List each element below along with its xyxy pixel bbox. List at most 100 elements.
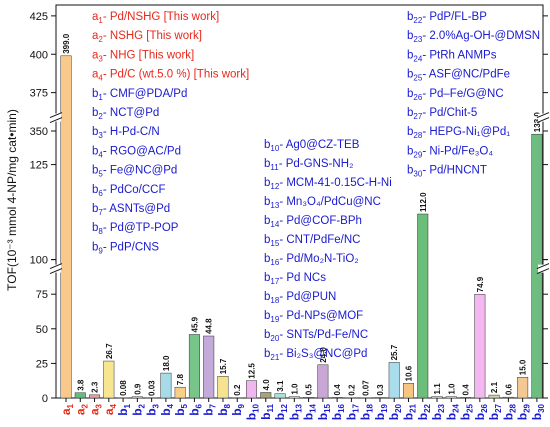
legend-entry: b23- 2.0%Ag-OH-@DMSN: [407, 30, 540, 44]
value-label: 2.1: [490, 381, 499, 393]
value-label: 1.0: [447, 383, 456, 395]
legend-entry: b10- Ag0@CZ-TEB: [264, 139, 360, 153]
value-label: 0.6: [504, 383, 513, 395]
value-label: 0.07: [362, 380, 371, 396]
y-tick-label: 100: [30, 255, 48, 267]
bar-b11: [260, 392, 272, 399]
legend: a1- Pd/NSHG [This work] a2- NSHG [This wo…: [92, 11, 540, 362]
bar-b5: [174, 386, 186, 399]
value-label: 0.08: [119, 380, 128, 396]
y-tick-label: 375: [30, 88, 48, 100]
x-axis: a1a2a3a4b1b2b3b4b5b6b7b8b9b10b11b12b13b1…: [59, 398, 546, 420]
legend-entry: b30- Pd/HNCNT: [407, 165, 487, 179]
axis-breaks: [49, 112, 550, 275]
legend-entry: b28- HEPG-Ni₁@Pd₁: [407, 126, 510, 140]
bar-b10: [246, 380, 258, 399]
legend-entry: b7- ASNTs@Pd: [92, 203, 170, 217]
value-label: 24.0: [319, 347, 328, 363]
y-tick-label: 125: [30, 160, 48, 172]
bar-b24: [445, 396, 457, 399]
value-label: 0.5: [305, 384, 314, 396]
value-label: 15.7: [219, 358, 228, 374]
legend-entry: b15- CNT/PdFe/NC: [264, 234, 360, 248]
y-tick-label: 425: [30, 11, 48, 23]
axis-break-gap: [51, 113, 61, 122]
bar-b2: [131, 396, 143, 399]
bar-b6: [188, 334, 200, 399]
value-label: 1.0: [290, 383, 299, 395]
legend-entry: a1- Pd/NSHG [This work]: [92, 11, 219, 25]
legend-entry: b24- PtRh ANMPs: [407, 49, 497, 63]
legend-entry: b19- Pd-NPs@MOF: [264, 310, 363, 324]
axis-break-mark: [49, 117, 63, 124]
bar-b26: [474, 294, 486, 399]
bar-b14: [303, 397, 315, 399]
legend-entry: b9- PdP/CNS: [92, 241, 159, 255]
value-label: 18.0: [162, 355, 171, 371]
y-tick-label: 0: [42, 393, 48, 405]
axis-break-mark: [49, 268, 63, 275]
value-label: 26.7: [105, 343, 114, 359]
bar-a2: [74, 392, 86, 399]
value-label: 0.4: [462, 384, 471, 396]
x-tick-label: b30: [530, 403, 546, 420]
value-label: 3.1: [276, 380, 285, 392]
axis-break-mark: [49, 112, 63, 119]
axis-break-mark: [49, 263, 63, 270]
legend-entry: b12- MCM-41-0.15C-H-Ni: [264, 177, 392, 191]
value-label: 2.3: [91, 381, 100, 393]
legend-entry: b5- Fe@NC@Pd: [92, 165, 177, 179]
legend-entry: b11- Pd-GNS-NH₂: [264, 158, 353, 172]
value-label: 25.7: [390, 344, 399, 360]
value-label: 0.4: [333, 384, 342, 396]
axis-break-gap: [538, 264, 548, 273]
bar-b28: [502, 396, 514, 399]
bar-b29: [517, 376, 529, 399]
bar-b15: [317, 364, 329, 399]
legend-entry: b4- RGO@AC/Pd: [92, 145, 181, 159]
x-tick-label: a1: [59, 403, 75, 415]
bar-b21: [402, 383, 414, 399]
bar-b12: [274, 393, 286, 399]
value-label: 15.0: [519, 359, 528, 375]
value-label: 7.8: [176, 374, 185, 386]
value-label: 1.1: [433, 383, 442, 395]
plot-area: [55, 4, 544, 399]
bar-a3: [89, 394, 101, 399]
legend-entry: b1- CMF@PDA/Pd: [92, 88, 187, 102]
y-tick-label: 350: [30, 126, 48, 138]
value-label: 399.0: [62, 33, 71, 54]
axis-break-mark: [536, 268, 550, 275]
bar-b25: [460, 397, 472, 399]
value-label: 10.6: [404, 365, 413, 381]
legend-entry: b25- ASF@NC/PdFe: [407, 69, 510, 83]
value-label: 12.5: [248, 363, 257, 379]
value-label: 74.9: [476, 276, 485, 292]
legend-entry: b21- Bi₂S₃@NC@Pd: [264, 348, 367, 362]
legend-entry: b6- PdCo/CCF: [92, 184, 165, 198]
value-label: 0.3: [376, 384, 385, 396]
legend-entry: b27- Pd/Chit-5: [407, 107, 477, 121]
y-axis: 0 25 50 75 100 125 350 375 400 425: [30, 11, 548, 405]
axis-break-gap: [51, 264, 61, 273]
y-tick-label: 400: [30, 49, 48, 61]
legend-entry: b26- Pd–Fe/G@NC: [407, 88, 504, 102]
legend-entry: b8- Pd@TP-POP: [92, 222, 179, 236]
value-label: 45.9: [190, 316, 199, 332]
value-label: 0.2: [347, 384, 356, 396]
value-label: 3.8: [76, 379, 85, 391]
legend-entry: b22- PdP/FL-BP: [407, 11, 487, 25]
bar-a1: [60, 55, 72, 399]
bar-b7: [203, 335, 215, 399]
x-tick-label: a3: [88, 403, 104, 415]
value-label: 112.0: [419, 192, 428, 212]
y-tick-label: 25: [36, 358, 48, 370]
axis-break-mark: [536, 117, 550, 124]
legend-entry: b3- H-Pd-C/N: [92, 126, 160, 140]
bar-a4: [103, 360, 115, 399]
legend-entry: b20- SNTs/Pd-Fe/NC: [264, 329, 368, 343]
bar-b22: [417, 213, 429, 399]
legend-entry: a2- NSHG [This work]: [92, 30, 202, 44]
bar-b23: [431, 396, 443, 399]
